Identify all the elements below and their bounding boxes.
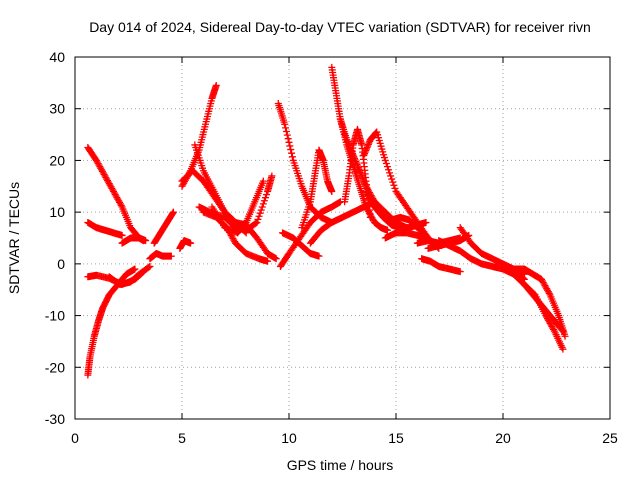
chart-title: Day 014 of 2024, Sidereal Day-to-day VTE… xyxy=(89,19,591,35)
series-track-19 xyxy=(298,146,336,232)
data-point xyxy=(169,208,177,216)
data-point xyxy=(285,138,293,146)
series-track-18 xyxy=(279,229,323,260)
x-axis-label: GPS time / hours xyxy=(287,457,394,473)
series-track-15 xyxy=(208,177,267,237)
x-tick-label: 0 xyxy=(71,430,79,446)
data-point xyxy=(254,215,262,223)
data-point xyxy=(288,149,296,157)
y-tick-label: 0 xyxy=(57,256,65,272)
data-point xyxy=(387,172,395,180)
data-point xyxy=(252,219,260,227)
data-point xyxy=(559,327,567,335)
series-track-06 xyxy=(118,234,147,247)
data-point xyxy=(385,166,393,174)
x-tick-label: 10 xyxy=(281,430,297,446)
data-point xyxy=(272,255,280,263)
data-point xyxy=(559,345,567,353)
series-track-07 xyxy=(146,250,175,263)
series-track-35 xyxy=(516,275,567,335)
y-tick-label: 10 xyxy=(49,204,65,220)
data-point xyxy=(281,120,289,128)
series-track-27 xyxy=(388,213,430,239)
data-point xyxy=(383,163,391,171)
y-tick-label: 20 xyxy=(49,152,65,168)
data-point xyxy=(386,169,394,177)
data-point xyxy=(259,177,267,185)
data-point xyxy=(388,175,396,183)
data-point xyxy=(561,332,569,340)
series-track-05 xyxy=(105,262,154,289)
data-point xyxy=(390,181,398,189)
data-point xyxy=(259,200,267,208)
data-point xyxy=(263,191,271,199)
series-track-09 xyxy=(176,237,195,252)
data-point xyxy=(381,156,389,164)
data-point xyxy=(253,218,261,226)
x-tick-label: 25 xyxy=(602,430,618,446)
data-point xyxy=(131,265,139,273)
data-point xyxy=(283,131,291,139)
data-point xyxy=(256,209,264,217)
data-point xyxy=(261,194,269,202)
data-point xyxy=(288,153,296,161)
plot-area-border xyxy=(74,56,611,420)
series-track-03 xyxy=(84,218,126,239)
x-tick-label: 5 xyxy=(178,430,186,446)
data-point xyxy=(139,237,147,245)
y-tick-label: -30 xyxy=(45,411,65,427)
series-track-14 xyxy=(199,208,272,265)
data-point xyxy=(257,206,265,214)
data-point xyxy=(286,142,294,150)
y-tick-label: -10 xyxy=(45,308,65,324)
y-tick-label: -20 xyxy=(45,359,65,375)
data-point xyxy=(284,135,292,143)
data-point xyxy=(118,231,126,239)
series-track-29 xyxy=(418,255,464,276)
x-tick-label: 20 xyxy=(495,430,511,446)
data-point xyxy=(383,226,391,234)
data-point xyxy=(421,231,429,239)
data-point xyxy=(268,172,276,180)
data-point xyxy=(315,252,323,260)
data-point xyxy=(260,197,268,205)
data-point xyxy=(187,239,195,247)
data-point xyxy=(422,218,430,226)
y-tick-label: 40 xyxy=(49,49,65,65)
data-point xyxy=(389,178,397,186)
data-point xyxy=(258,203,266,211)
data-point xyxy=(167,252,175,260)
data-point xyxy=(212,81,220,89)
data-point xyxy=(146,262,154,270)
data-points xyxy=(84,63,569,379)
y-axis-label: SDTVAR / TECUs xyxy=(6,182,22,294)
data-point xyxy=(264,257,272,265)
data-point xyxy=(545,289,553,297)
data-point xyxy=(282,127,290,135)
x-tick-label: 15 xyxy=(388,430,404,446)
data-point xyxy=(366,213,374,221)
data-point xyxy=(391,184,399,192)
data-point xyxy=(255,212,263,220)
data-point xyxy=(558,326,566,334)
data-point xyxy=(282,124,290,132)
data-point xyxy=(456,268,464,276)
series-track-08 xyxy=(150,208,177,247)
data-point xyxy=(287,146,295,154)
series-track-17 xyxy=(276,198,344,270)
data-point xyxy=(145,263,153,271)
y-tick-label: 30 xyxy=(49,101,65,117)
data-point xyxy=(328,187,336,195)
data-point xyxy=(382,160,390,168)
data-point xyxy=(117,201,125,209)
